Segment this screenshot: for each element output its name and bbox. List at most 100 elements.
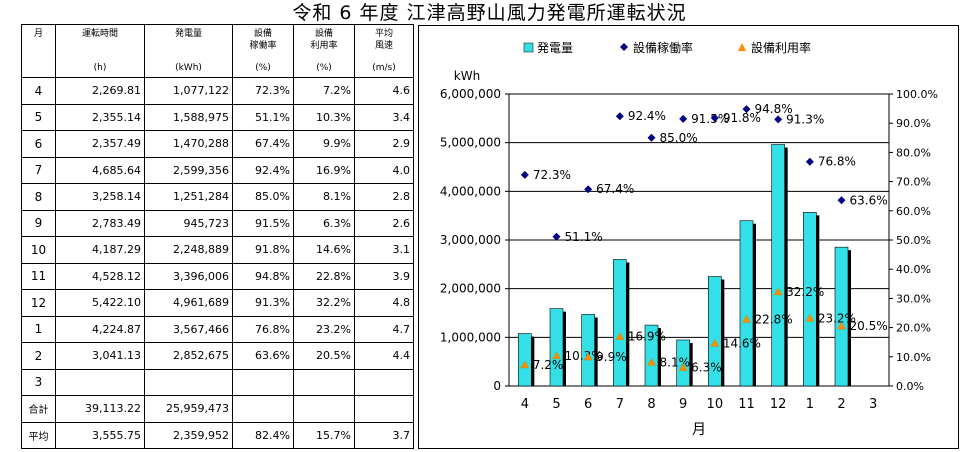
header-cell: 発電量 (kWh) [144, 24, 233, 78]
operation-rate-point [520, 170, 529, 179]
header-cell: 設備 稼働率 (%) [232, 24, 294, 78]
x-tick-label: 4 [521, 397, 529, 412]
header-bottom: (kWh) [175, 63, 202, 73]
y2-tick-label: 100.0% [896, 88, 938, 101]
table-header-row: 月 運転時間 (h) 発電量 (kWh) 設備 稼働率 (%) 設備 利用率 (%) 平… [21, 24, 414, 78]
bar [803, 212, 817, 387]
table-cell: 82.4% [232, 421, 294, 449]
utilization-rate-label: 10.3% [565, 349, 603, 363]
table-cell: 4,187.29 [55, 236, 145, 264]
x-tick-label: 5 [552, 397, 560, 412]
table-cell: 4.4 [354, 342, 414, 370]
table-cell: 3.4 [354, 103, 414, 131]
table-cell [293, 368, 355, 396]
table-cell: 6.3% [293, 209, 355, 237]
row-label-cell: 1 [21, 315, 56, 343]
chart: 0 1,000,000 2,000,000 3,000,000 4,000,000 5,0… [440, 40, 938, 438]
table-cell: 3,567,466 [144, 315, 233, 343]
table-row: 4 2,269.81 1,077,122 72.3% 7.2% 4.6 [21, 77, 414, 105]
operation-rate-point [615, 112, 624, 121]
x-tick-label: 12 [770, 397, 787, 412]
utilization-rate-point [615, 332, 625, 340]
legend-swatch-utilization-rate [738, 43, 746, 51]
bar [581, 314, 595, 387]
table-cell: 20.5% [293, 342, 355, 370]
operation-rate-label: 91.8% [723, 111, 761, 125]
table-cell: 85.0% [232, 183, 294, 211]
x-tick-label: 9 [679, 397, 687, 412]
table-cell [293, 395, 355, 423]
table-cell: 4,528.12 [55, 262, 145, 290]
table-row: 2 3,041.13 2,852,675 63.6% 20.5% 4.4 [21, 342, 414, 370]
x-tick-label: 2 [837, 397, 845, 412]
total-row: 合計 39,113.22 25,959,473 [21, 395, 414, 423]
table-cell: 15.7% [293, 421, 355, 449]
legend-label: 設備稼働率 [633, 40, 693, 55]
y2-tick-label: 50.0% [896, 234, 931, 247]
table-cell: 2,269.81 [55, 77, 145, 105]
operation-rate-point [552, 232, 561, 241]
table-cell: 4,685.64 [55, 156, 145, 184]
row-label-cell: 7 [21, 156, 56, 184]
header-top: 運転時間 [81, 29, 118, 39]
operation-rate-point [837, 196, 846, 205]
table-cell: 22.8% [293, 262, 355, 290]
table-cell: 92.4% [232, 156, 294, 184]
y2-tick-label: 60.0% [896, 205, 931, 218]
bar [549, 308, 564, 387]
y2-tick-label: 10.0% [896, 351, 931, 364]
table-cell: 1,077,122 [144, 77, 233, 105]
header-top: 発電量 [174, 29, 202, 39]
utilization-rate-point [742, 315, 751, 323]
table-cell: 3,396,006 [144, 262, 233, 290]
table-cell: 94.8% [232, 262, 294, 290]
utilization-rate-point [773, 287, 783, 296]
y-tick-label: 3,000,000 [440, 233, 501, 247]
bar [708, 276, 722, 387]
utilization-rate-label: 32.2% [786, 285, 824, 299]
row-label-cell: 3 [21, 368, 56, 396]
y-tick-label: 1,000,000 [440, 330, 501, 344]
bar [771, 144, 785, 387]
table-cell: 1,588,975 [144, 103, 233, 131]
table-cell: 2,357.49 [55, 130, 145, 158]
row-label-cell: 4 [21, 77, 56, 105]
y-tick-label: 5,000,000 [440, 136, 501, 150]
utilization-rate-point [678, 363, 688, 371]
bar [676, 339, 690, 387]
x-tick-label: 7 [616, 397, 624, 412]
bar [644, 324, 659, 387]
table-cell: 4.0 [354, 156, 414, 184]
x-tick-label: 1 [806, 397, 814, 412]
operation-rate-label: 94.8% [755, 102, 793, 116]
table-cell: 5,422.10 [55, 289, 145, 317]
table-row: 8 3,258.14 1,251,284 85.0% 8.1% 2.8 [21, 183, 414, 211]
utilization-rate-point [583, 352, 593, 361]
utilization-rate-label: 16.9% [628, 330, 666, 344]
utilization-rate-label: 9.9% [596, 350, 627, 364]
operation-rate-label: 85.0% [660, 131, 698, 145]
header-cell: 設備 利用率 (%) [293, 24, 355, 78]
operation-rate-point [742, 105, 751, 114]
table-cell: 91.8% [232, 236, 294, 264]
x-tick-label: 11 [738, 397, 755, 412]
operation-rate-point [584, 185, 593, 194]
operation-rate-label: 92.4% [628, 109, 666, 123]
operation-rate-label: 51.1% [565, 230, 603, 244]
header-top: 平均 風速 [374, 29, 393, 51]
table-cell: 3,555.75 [55, 421, 145, 449]
table-cell [354, 395, 414, 423]
table-cell: 3,041.13 [55, 342, 145, 370]
utilization-rate-point [837, 321, 846, 330]
table-row: 7 4,685.64 2,599,356 92.4% 16.9% 4.0 [21, 156, 414, 184]
table-row: 3 [21, 368, 414, 396]
table-cell: 2.9 [354, 130, 414, 158]
utilization-rate-label: 14.6% [723, 336, 761, 350]
table-body: 4 2,269.81 1,077,122 72.3% 7.2% 4.6 5 2,355.14 1… [21, 77, 414, 449]
table-cell: 72.3% [232, 77, 294, 105]
y2-tick-label: 90.0% [896, 117, 931, 130]
bar [739, 220, 754, 387]
header-top: 設備 稼働率 [249, 29, 277, 51]
operation-rate-label: 91.5% [691, 112, 729, 126]
header-bottom: (%) [255, 63, 271, 73]
